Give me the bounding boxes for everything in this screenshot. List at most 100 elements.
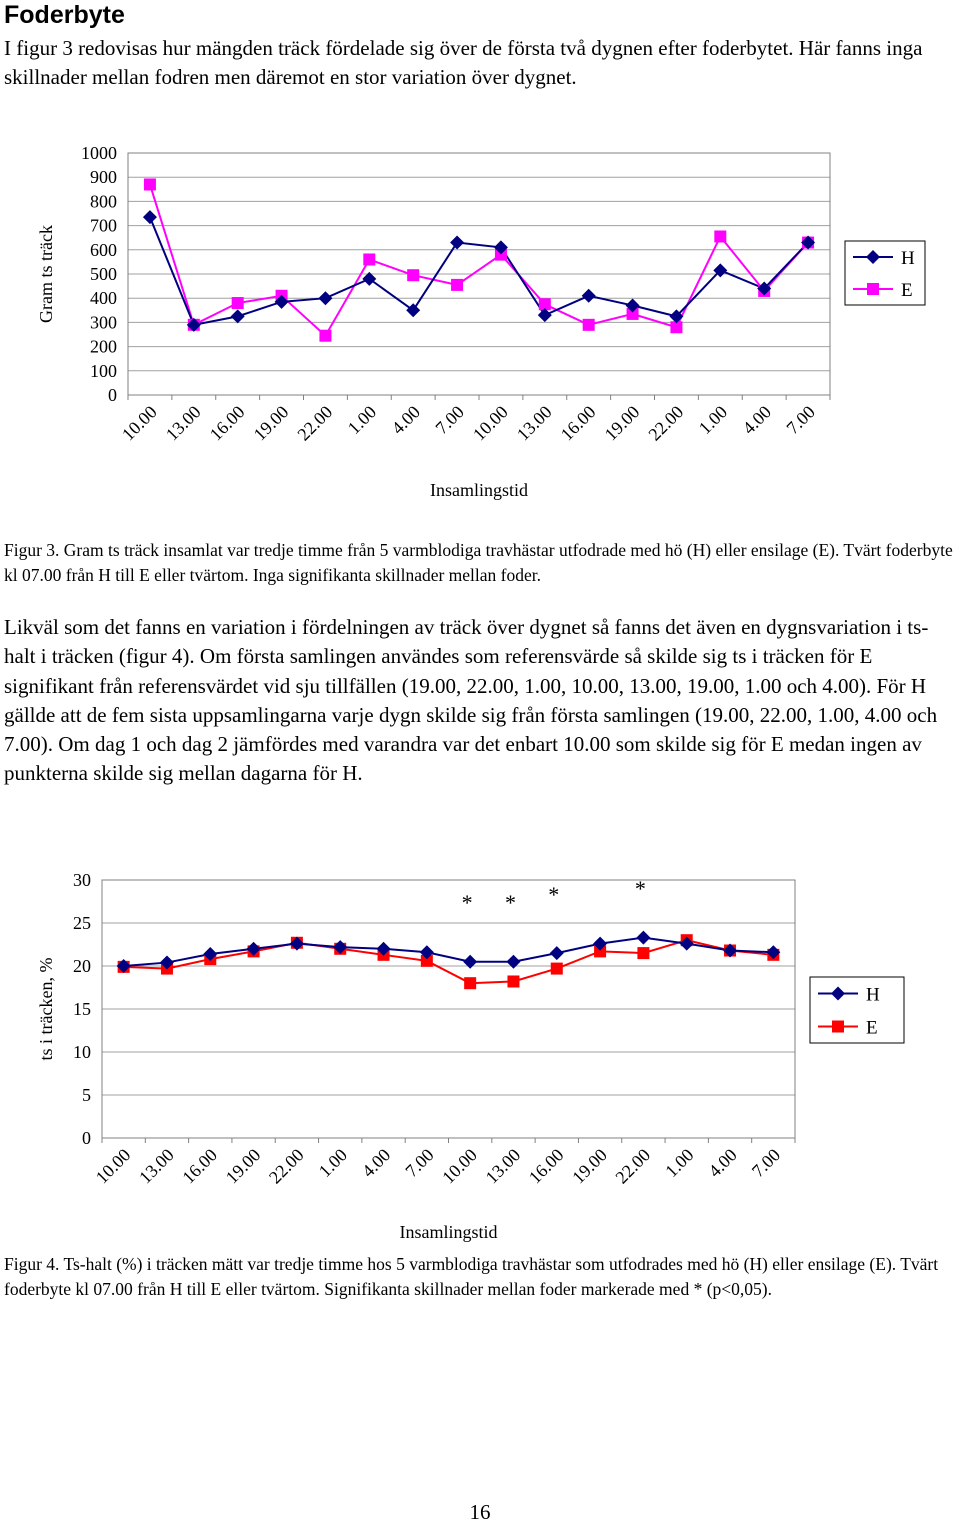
fig4-y-tick-label: 15: [73, 999, 91, 1019]
fig3-y-tick-label: 300: [90, 312, 117, 332]
fig3-series-E-point: [494, 248, 507, 261]
fig4-y-tick-label: 25: [73, 913, 91, 933]
fig3-x-tick-label: 16.00: [557, 402, 600, 445]
fig4-legend-label: H: [866, 985, 880, 1006]
fig3-series-E-point: [231, 297, 244, 310]
middle-paragraph: Likväl som det fanns en variation i förd…: [4, 615, 938, 786]
fig3-x-tick-label: 7.00: [782, 402, 818, 438]
fig4-series-E-point: [420, 954, 433, 967]
fig3-series-H-point: [230, 309, 245, 324]
fig3-series-H-point: [362, 271, 377, 286]
fig3-series-H-point: [713, 263, 728, 278]
figure-3-caption: Figur 3. Gram ts träck insamlat var tred…: [4, 540, 953, 585]
fig3-series-E-point: [407, 269, 420, 282]
fig3-series-H-point: [186, 317, 201, 332]
fig3-legend: [844, 240, 926, 306]
fig3-series-E-point: [714, 230, 727, 243]
fig4-y-tick-label: 10: [73, 1042, 91, 1062]
fig3-series-E-point: [451, 278, 464, 291]
fig3-series-E-point: [538, 298, 551, 311]
fig4-x-tick-label: 22.00: [611, 1145, 654, 1188]
fig4-significance-marker: *: [635, 876, 646, 901]
fig3-x-tick-label: 1.00: [344, 402, 380, 438]
fig4-series-E-point: [550, 962, 563, 975]
fig4-x-tick-label: 1.00: [315, 1145, 351, 1181]
fig3-y-tick-label: 900: [90, 167, 117, 187]
fig4-series-H-point: [549, 946, 564, 961]
fig4-significance-marker: *: [548, 882, 559, 907]
fig4-y-tick-label: 20: [73, 956, 91, 976]
fig4-series-E-point: [507, 975, 520, 988]
fig3-series-H-point: [493, 240, 508, 255]
intro-paragraph: I figur 3 redovisas hur mängden träck fö…: [4, 36, 923, 90]
fig4-series-H-point: [203, 946, 218, 961]
fig4-x-tick-label: 7.00: [748, 1145, 784, 1181]
fig4-series-H-line: [123, 936, 774, 967]
fig4-series-H-point: [506, 954, 521, 969]
fig3-x-tick-label: 1.00: [695, 402, 731, 438]
fig3-y-tick-label: 500: [90, 264, 117, 284]
fig4-series-E-point: [594, 945, 607, 958]
fig4-series-H-point: [679, 936, 694, 951]
fig3-x-tick-label: 19.00: [250, 402, 293, 445]
fig3-x-tick-label: 13.00: [513, 402, 556, 445]
fig3-y-tick-label: 1000: [81, 143, 117, 163]
fig3-series-H-point: [757, 281, 772, 296]
fig3-series-H-point: [581, 288, 596, 303]
fig4-x-tick-label: 13.00: [135, 1145, 178, 1188]
fig3-x-tick-label: 22.00: [293, 402, 336, 445]
fig4-series-H-point: [376, 941, 391, 956]
fig4-legend-marker: [832, 1020, 844, 1033]
fig4-series-H-point: [289, 936, 304, 951]
fig3-series-H-point: [450, 235, 465, 250]
fig4-x-tick-label: 10.00: [438, 1145, 481, 1188]
fig4-significance-marker: *: [462, 890, 473, 915]
fig3-series-E-point: [626, 307, 639, 320]
fig3-series-E-point: [363, 253, 376, 266]
fig3-y-tick-label: 700: [90, 216, 117, 236]
fig4-y-tick-label: 0: [82, 1128, 91, 1148]
fig4-series-H-point: [766, 945, 781, 960]
fig4-series-H-point: [593, 936, 608, 951]
fig4-x-tick-label: 13.00: [482, 1145, 525, 1188]
fig4-series-E-line: [123, 939, 774, 985]
fig3-series-H-line: [149, 216, 809, 326]
fig4-x-tick-label: 19.00: [568, 1145, 611, 1188]
fig4-x-tick-label: 10.00: [92, 1145, 135, 1188]
fig3-x-tick-label: 16.00: [206, 402, 249, 445]
fig4-series-H-point: [246, 941, 261, 956]
fig4-series-H-point: [723, 943, 738, 958]
fig4-series-H-point: [333, 940, 348, 955]
fig4-x-tick-label: 19.00: [222, 1145, 265, 1188]
fig4-series-E-point: [637, 947, 650, 960]
fig4-legend-marker: [831, 986, 845, 1001]
fig3-series-H-point: [274, 294, 289, 309]
fig4-x-axis-title: Insamlingstid: [400, 1222, 498, 1242]
fig4-x-tick-label: 16.00: [178, 1145, 221, 1188]
fig4-x-tick-label: 1.00: [661, 1145, 697, 1181]
fig3-series-H-point: [318, 291, 333, 306]
fig3-series-H-point: [669, 309, 684, 324]
fig4-x-tick-label: 22.00: [265, 1145, 308, 1188]
fig3-y-tick-label: 200: [90, 337, 117, 357]
fig4-series-H-point: [463, 954, 478, 969]
fig3-x-tick-label: 4.00: [739, 402, 775, 438]
fig4-series-H-point: [116, 959, 131, 973]
fig3-series-E-line: [148, 184, 809, 338]
fig4-significance-marker: *: [505, 890, 516, 915]
fig3-y-tick-label: 600: [90, 240, 117, 260]
fig3-y-tick-label: 800: [90, 191, 117, 211]
fig4-series-H-point: [636, 930, 651, 945]
fig3-series-H-point: [406, 303, 421, 318]
fig4-y-tick-label: 30: [73, 870, 91, 890]
fig3-legend-label: H: [901, 248, 915, 269]
fig3-legend-marker: [866, 250, 880, 264]
fig3-series-H-point: [537, 308, 552, 323]
fig3-x-tick-label: 22.00: [644, 402, 687, 445]
fig4-x-tick-label: 4.00: [704, 1145, 740, 1181]
fig4-series-H-point: [159, 955, 174, 970]
fig3-series-E-point: [670, 321, 683, 334]
fig3-legend-label: E: [901, 280, 913, 301]
figure-4-caption: Figur 4. Ts-halt (%) i träcken mätt var …: [4, 1254, 939, 1299]
